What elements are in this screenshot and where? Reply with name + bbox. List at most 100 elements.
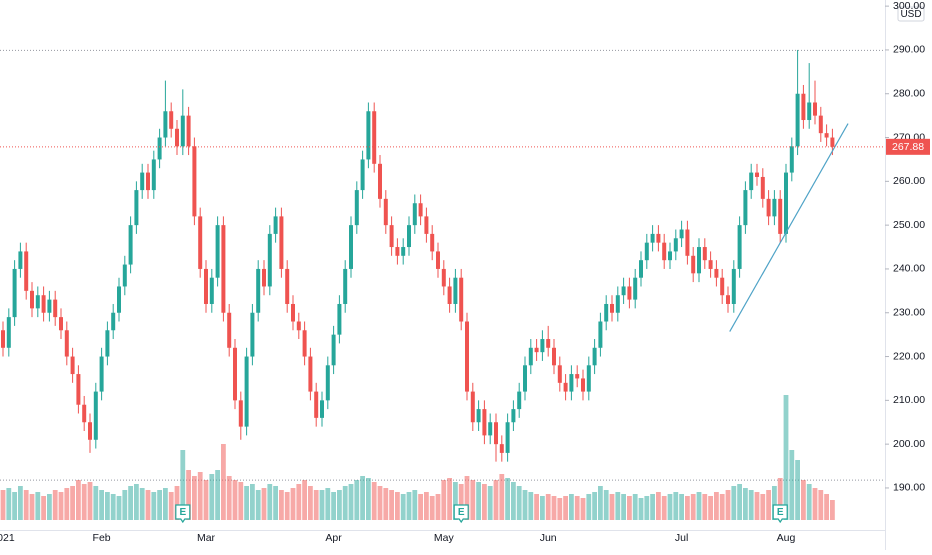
candle-body — [24, 251, 29, 291]
earnings-badge — [175, 504, 191, 524]
volume-bar — [151, 492, 157, 520]
candle-body — [221, 225, 226, 313]
volume-bar — [748, 490, 754, 520]
y-tick-label: 260.00 — [893, 175, 925, 187]
candle-body — [93, 391, 98, 440]
candle-body — [662, 242, 667, 261]
volume-bar — [180, 450, 186, 520]
volume-bar — [540, 496, 545, 520]
volume-bar — [383, 488, 389, 520]
candle-body — [546, 339, 551, 348]
volume-bar — [331, 492, 336, 520]
candle-body — [697, 247, 701, 274]
volume-bar — [319, 490, 325, 520]
y-tick-label: 230.00 — [893, 307, 925, 319]
volume-bar — [725, 490, 731, 520]
volume-bar — [70, 486, 75, 520]
candle-body — [395, 247, 400, 256]
volume-bar — [458, 484, 464, 520]
candle-body — [378, 163, 382, 199]
volume-bar — [690, 494, 696, 520]
volume-bar — [650, 494, 655, 520]
candle-body — [569, 374, 574, 392]
candle-body — [372, 111, 377, 164]
candle-body — [349, 225, 353, 269]
volume-bar — [487, 486, 493, 520]
candle-body — [343, 268, 348, 304]
volume-bar — [371, 482, 377, 520]
candle-body — [302, 330, 307, 357]
candle-body — [53, 299, 58, 318]
volume-bar — [603, 490, 609, 520]
candle-body — [122, 264, 127, 287]
candle-body — [615, 295, 620, 313]
volume-bar — [255, 490, 261, 520]
volume-bar — [0, 490, 6, 520]
y-tick-label: 280.00 — [893, 88, 925, 100]
volume-bar — [818, 490, 824, 520]
volume-bar — [482, 484, 487, 520]
y-tick-label: 250.00 — [893, 219, 925, 231]
candle-body — [517, 391, 522, 410]
candle-body — [494, 422, 498, 445]
volume-bar — [157, 490, 162, 520]
volume-bar — [673, 492, 679, 520]
candle-body — [412, 203, 417, 226]
candle-body — [209, 277, 214, 304]
candle-body — [720, 277, 725, 296]
volume-bar — [400, 494, 406, 520]
currency-label: USD — [900, 9, 921, 20]
candle-body — [250, 312, 255, 357]
volume-bar — [360, 476, 365, 520]
volume-bar — [23, 490, 29, 520]
candle-body — [291, 303, 295, 322]
volume-bar — [760, 494, 766, 520]
candle-body — [180, 115, 185, 147]
volume-bar — [302, 480, 307, 520]
volume-bar — [812, 488, 818, 520]
volume-bar — [679, 494, 684, 520]
candle-body — [702, 247, 707, 261]
candle-body — [12, 268, 17, 318]
volume-bar — [163, 488, 168, 520]
candle-body — [76, 374, 81, 405]
volume-bar — [221, 444, 226, 520]
volume-bar — [470, 480, 476, 520]
earnings-marker[interactable]: E — [453, 504, 469, 524]
x-tick-label: Mar — [197, 532, 216, 544]
volume-bar — [128, 486, 133, 520]
candle-body — [198, 216, 203, 269]
volume-bar — [87, 482, 93, 520]
earnings-marker[interactable]: E — [772, 504, 788, 524]
volume-bar — [186, 470, 191, 520]
candle-body — [476, 409, 481, 423]
earnings-marker[interactable]: E — [175, 504, 191, 524]
volume-bar — [632, 494, 638, 520]
volume-bar — [377, 486, 383, 520]
candle-body — [192, 146, 197, 217]
volume-bar — [418, 494, 423, 520]
candle-body — [482, 409, 487, 436]
candle-body — [418, 203, 423, 217]
volume-bar — [476, 482, 481, 520]
candle-body — [436, 251, 440, 269]
candle-body — [726, 295, 730, 304]
candle-body — [424, 216, 429, 234]
candle-body — [105, 330, 110, 357]
candle-body — [581, 378, 585, 392]
candle-body — [401, 247, 406, 256]
candle-body — [743, 190, 748, 226]
volume-bar — [284, 492, 290, 520]
volume-bar — [296, 484, 302, 520]
y-tick-label: 190.00 — [893, 482, 925, 494]
candle-body — [308, 356, 313, 392]
volume-bar — [545, 494, 551, 520]
candle-body — [505, 422, 510, 453]
candle-body — [708, 260, 713, 269]
volume-bar — [795, 460, 800, 520]
candle-body — [766, 198, 771, 217]
volume-bar — [522, 490, 528, 520]
candle-body — [755, 172, 759, 177]
candle-body — [41, 295, 46, 313]
candle-body — [389, 225, 394, 248]
